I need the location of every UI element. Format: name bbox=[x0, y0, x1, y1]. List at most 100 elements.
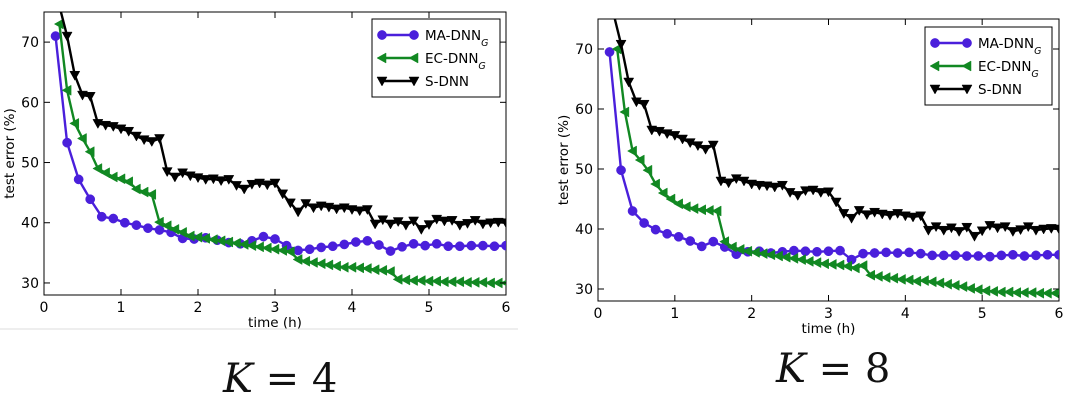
x-tick-label: 0 bbox=[594, 306, 603, 322]
data-point bbox=[50, 31, 61, 41]
data-point bbox=[292, 254, 303, 265]
data-point bbox=[130, 183, 141, 195]
data-point bbox=[154, 225, 165, 235]
data-point bbox=[815, 188, 827, 198]
data-point bbox=[100, 120, 112, 131]
x-tick-label: 2 bbox=[747, 306, 756, 322]
data-point bbox=[926, 276, 937, 288]
data-point bbox=[784, 188, 796, 198]
data-point bbox=[238, 184, 250, 195]
data-point bbox=[700, 144, 711, 155]
x-axis-label: time (h) bbox=[802, 321, 856, 337]
y-axis-label: test error (%) bbox=[556, 115, 572, 206]
data-point bbox=[146, 137, 158, 147]
data-point bbox=[1054, 249, 1059, 260]
chart-k8: 0 1 2 3 4 5 6 30 40 50 60 70 time (h) test error (%) M… bbox=[556, 18, 1064, 337]
data-point bbox=[776, 180, 788, 191]
data-point bbox=[773, 250, 783, 262]
data-point bbox=[400, 220, 412, 231]
data-point bbox=[62, 137, 72, 148]
data-point bbox=[374, 240, 384, 250]
data-point bbox=[969, 231, 980, 242]
data-point bbox=[835, 245, 845, 256]
data-point bbox=[892, 248, 903, 258]
data-point bbox=[872, 270, 883, 282]
data-point bbox=[992, 223, 1003, 234]
data-point bbox=[884, 210, 896, 221]
data-point bbox=[803, 255, 814, 267]
data-point bbox=[919, 275, 929, 287]
legend-swatch-marker bbox=[409, 30, 419, 40]
x-tick-label: 5 bbox=[425, 300, 434, 316]
data-point bbox=[327, 241, 338, 252]
data-point bbox=[1007, 227, 1019, 237]
data-point bbox=[616, 165, 626, 176]
x-tick-label: 3 bbox=[824, 306, 833, 322]
y-axis-label: test error (%) bbox=[2, 108, 18, 199]
legend-swatch-marker bbox=[376, 76, 388, 87]
data-point bbox=[942, 278, 952, 290]
data-point bbox=[478, 240, 488, 251]
data-point bbox=[207, 174, 219, 185]
x-tick-label: 3 bbox=[271, 300, 280, 316]
data-point bbox=[397, 241, 407, 252]
data-point bbox=[861, 210, 873, 221]
y-tick-label: 60 bbox=[575, 102, 593, 118]
data-point bbox=[1038, 224, 1050, 235]
data-point bbox=[130, 131, 142, 142]
legend-swatch-marker bbox=[961, 60, 972, 72]
data-point bbox=[469, 216, 481, 226]
data-point bbox=[408, 238, 419, 249]
series-madnn-group bbox=[604, 47, 1059, 265]
data-point bbox=[307, 257, 318, 268]
data-point bbox=[673, 198, 683, 210]
data-point bbox=[76, 133, 87, 144]
data-point bbox=[200, 232, 210, 244]
data-point bbox=[362, 235, 373, 246]
data-point bbox=[431, 214, 443, 225]
data-point bbox=[973, 251, 984, 261]
data-point bbox=[223, 175, 235, 185]
data-point bbox=[485, 218, 497, 229]
data-point bbox=[246, 179, 258, 190]
data-point bbox=[965, 282, 975, 294]
data-point bbox=[915, 248, 926, 259]
data-point bbox=[661, 129, 673, 140]
data-point bbox=[61, 84, 72, 96]
x-axis-label: time (h) bbox=[248, 315, 302, 331]
data-point bbox=[888, 272, 899, 284]
data-point bbox=[761, 181, 773, 192]
data-point bbox=[769, 182, 781, 193]
data-point bbox=[223, 236, 234, 248]
data-point bbox=[692, 141, 704, 152]
data-point bbox=[423, 220, 435, 231]
data-point bbox=[215, 235, 226, 247]
data-point bbox=[1008, 249, 1018, 260]
legend-label: MA-DNNG bbox=[425, 28, 488, 49]
data-point bbox=[881, 247, 891, 258]
data-point bbox=[950, 250, 961, 261]
data-point bbox=[200, 175, 212, 185]
data-point bbox=[230, 237, 241, 249]
data-point bbox=[415, 225, 427, 235]
data-point bbox=[846, 213, 857, 224]
data-point bbox=[742, 245, 753, 257]
caption-variable: K bbox=[223, 356, 253, 402]
plot-area bbox=[604, 19, 1059, 299]
y-tick-label: 40 bbox=[21, 216, 39, 232]
data-point bbox=[54, 2, 64, 11]
data-point bbox=[215, 176, 227, 187]
data-point bbox=[331, 204, 343, 215]
legend-swatch-marker bbox=[408, 76, 420, 87]
data-point bbox=[711, 205, 722, 217]
data-point bbox=[953, 227, 965, 237]
data-point bbox=[177, 226, 187, 238]
data-point bbox=[385, 219, 396, 230]
data-point bbox=[627, 206, 638, 216]
data-point bbox=[657, 187, 668, 199]
caption-value: = 8 bbox=[805, 346, 891, 392]
data-point bbox=[338, 203, 350, 214]
data-point bbox=[351, 237, 361, 247]
data-point bbox=[812, 246, 822, 257]
